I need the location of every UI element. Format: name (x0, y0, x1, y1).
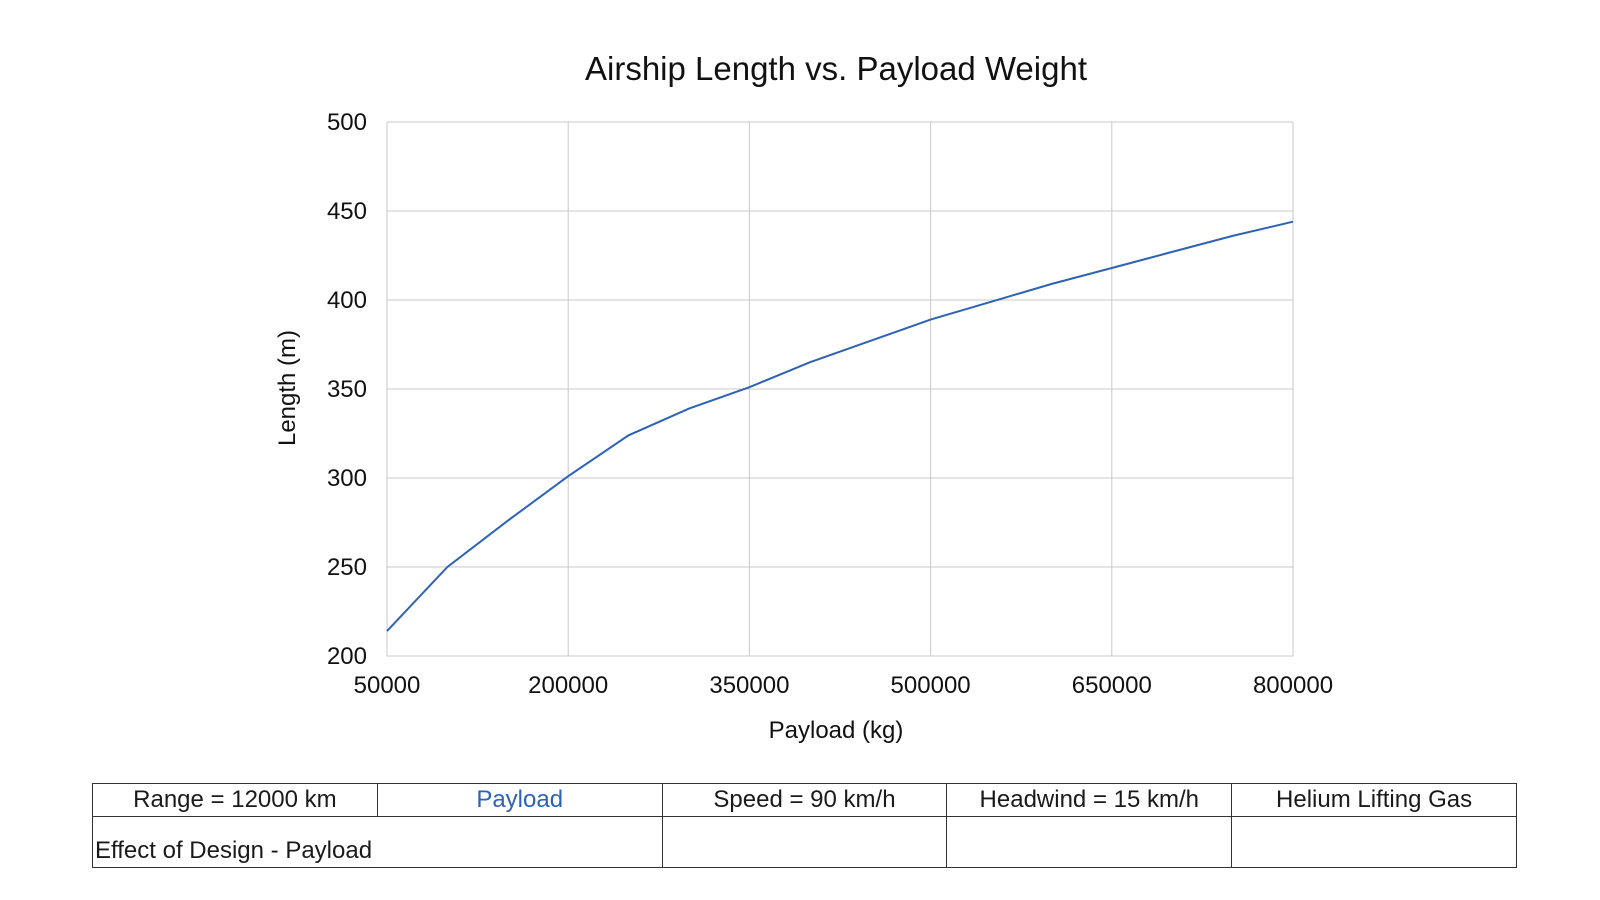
y-tick-label: 300 (327, 465, 367, 492)
range-cell: Range = 12000 km (92, 783, 378, 817)
x-tick-label: 350000 (709, 672, 789, 699)
y-tick-label: 450 (327, 198, 367, 225)
table-row: Effect of Design - Payload (92, 816, 1517, 868)
x-tick-label: 200000 (528, 672, 608, 699)
headwind-cell: Headwind = 15 km/h (946, 783, 1233, 817)
speed-cell: Speed = 90 km/h (661, 783, 948, 817)
y-tick-label: 500 (327, 109, 367, 136)
chart-grid (386, 121, 1294, 657)
y-tick-label: 350 (327, 376, 367, 403)
series-line (386, 220, 1294, 632)
y-tick-label: 200 (327, 643, 367, 670)
empty-cell (1231, 816, 1517, 868)
chart-title: Airship Length vs. Payload Weight (585, 50, 1087, 87)
lifting-gas-cell: Helium Lifting Gas (1231, 783, 1517, 817)
empty-cell (661, 816, 948, 868)
y-axis-ticks: 200 250 300 350 400 450 500 (327, 109, 367, 670)
x-tick-label: 800000 (1253, 672, 1333, 699)
y-axis-label: Length (m) (274, 330, 301, 446)
chart: Airship Length vs. Payload Weight 200 250… (274, 50, 1333, 744)
x-tick-label: 50000 (354, 672, 421, 699)
empty-cell (946, 816, 1233, 868)
x-tick-label: 500000 (891, 672, 971, 699)
y-tick-label: 400 (327, 287, 367, 314)
x-axis-label: Payload (kg) (769, 717, 904, 744)
design-effect-cell: Effect of Design - Payload (92, 816, 663, 868)
y-tick-label: 250 (327, 554, 367, 581)
x-tick-label: 650000 (1072, 672, 1152, 699)
parameters-table: Range = 12000 km Payload Speed = 90 km/h… (92, 783, 1517, 868)
table-row: Range = 12000 km Payload Speed = 90 km/h… (92, 783, 1517, 817)
payload-cell: Payload (376, 783, 663, 817)
chart-series (386, 220, 1294, 632)
x-axis-ticks: 50000 200000 350000 500000 650000 800000 (354, 672, 1333, 699)
